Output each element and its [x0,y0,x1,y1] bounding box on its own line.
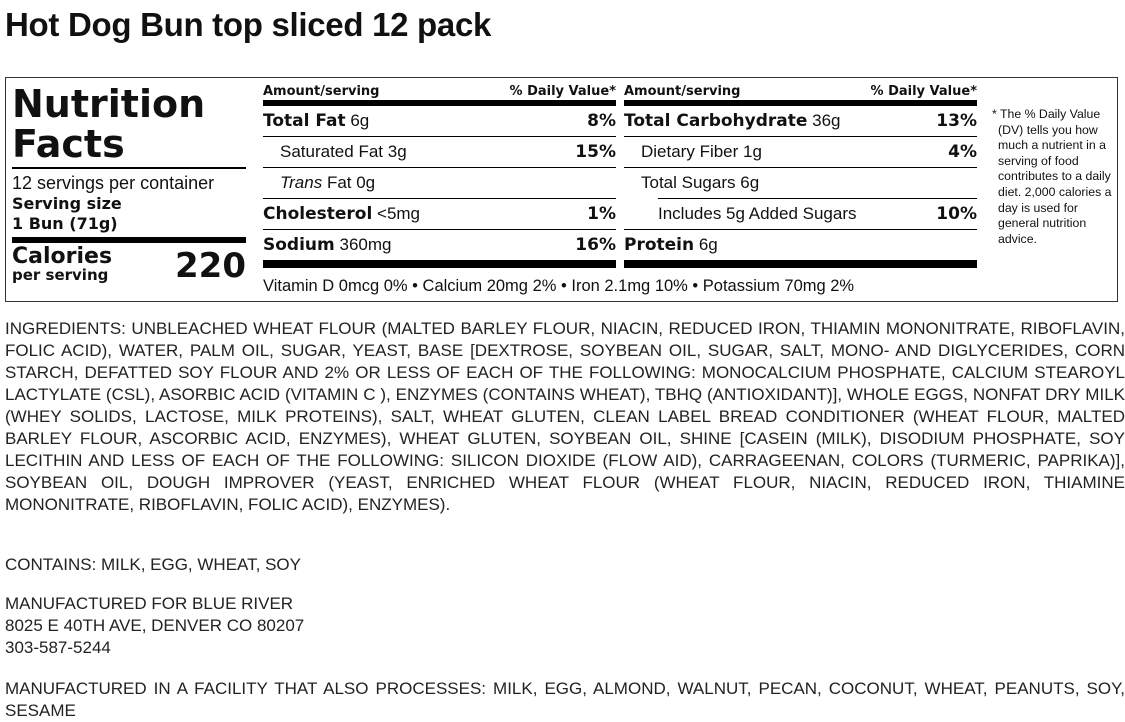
serving-size-value: 1 Bun (71g) [12,214,118,233]
nutrient-name: Includes 5g Added Sugars [658,204,857,223]
nutrient-row-dietary-fiber: Dietary Fiber 1g 4% [624,137,977,168]
nutrient-name: Dietary Fiber [641,142,739,161]
nutrition-facts-label: Nutrition Facts 12 servings per container… [5,77,1118,302]
dv-header: % Daily Value* [870,84,977,99]
manufacturer-address: 8025 E 40TH AVE, DENVER CO 80207 [5,616,305,635]
nutrient-dv: 4% [948,142,977,162]
vitamins-minerals: Vitamin D 0mcg 0% • Calcium 20mg 2% • Ir… [263,277,855,295]
divider [658,198,977,199]
amount-header: Amount/serving [263,84,380,99]
nutrient-row-total-carbohydrate: Total Carbohydrate 36g 13% [624,106,977,137]
calories-label: Calories [12,244,113,269]
nutrient-name: Protein [624,235,695,255]
nutrient-row-saturated-fat: Saturated Fat 3g 15% [263,137,616,168]
nutrient-name: Saturated Fat [280,142,384,161]
label-heading: Nutrition Facts [12,84,246,164]
daily-value-footnote: * The % Daily Value (DV) tells you how m… [992,107,1112,246]
nutrients-column-left: Amount/serving % Daily Value* Total Fat 6… [263,84,616,268]
nutrient-name: Total Fat [263,111,346,131]
nutrient-row-trans-fat: Trans Fat 0g [263,168,616,199]
allergens: CONTAINS: MILK, EGG, WHEAT, SOY [5,555,301,574]
nutrient-dv: 13% [936,111,977,131]
nutrient-row-total-sugars: Total Sugars 6g [624,168,977,198]
nutrient-name: Sodium [263,235,335,255]
nutrient-dv: 10% [936,204,977,224]
nutrient-amount: 36g [812,111,841,130]
nutrient-amount: 6g [698,235,718,254]
nutrient-amount: Fat 0g [326,173,376,192]
manufacturer-phone: 303-587-5244 [5,638,111,657]
nutrients-column-right: Amount/serving % Daily Value* Total Carbo… [624,84,977,268]
ingredients: INGREDIENTS: UNBLEACHED WHEAT FLOUR (MAL… [5,319,1125,514]
nutrient-name: Total Carbohydrate [624,111,808,131]
nutrient-amount: 1g [743,142,762,161]
column-header: Amount/serving % Daily Value* [263,84,616,106]
nutrient-name: Total Sugars [641,173,736,192]
divider [12,237,246,243]
heading-line: Nutrition [12,82,206,126]
manufacturer-name: MANUFACTURED FOR BLUE RIVER [5,594,294,613]
heading-line: Facts [12,122,125,166]
nutrient-dv: 16% [575,235,616,255]
column-header: Amount/serving % Daily Value* [624,84,977,106]
nutrient-amount: 360mg [339,235,392,254]
label-summary: Nutrition Facts 12 servings per container… [12,84,246,283]
servings-per-container: 12 servings per container [12,173,215,193]
nutrient-row-sodium: Sodium 360mg 16% [263,230,616,268]
serving-size-label: Serving size [12,194,122,213]
nutrient-amount: 6g [350,111,370,130]
calories-sublabel: per serving [12,266,109,284]
nutrient-row-cholesterol: Cholesterol <5mg 1% [263,199,616,230]
nutrient-amount: <5mg [377,204,421,223]
nutrient-name: Cholesterol [263,204,373,224]
nutrient-dv: 8% [587,111,616,131]
nutrient-row-total-fat: Total Fat 6g 8% [263,106,616,137]
nutrient-name: Trans [280,173,323,192]
calories-row: Calories per serving 220 [12,244,246,286]
nutrient-row-protein: Protein 6g [624,230,977,268]
product-title: Hot Dog Bun top sliced 12 pack [5,6,492,43]
dv-header: % Daily Value* [509,84,616,99]
manufacturer-info: MANUFACTURED FOR BLUE RIVER 8025 E 40TH … [5,593,1125,659]
calories-value: 220 [175,246,246,286]
amount-header: Amount/serving [624,84,741,99]
divider [12,167,246,169]
nutrient-amount: 3g [387,142,407,161]
facility-statement: MANUFACTURED IN A FACILITY THAT ALSO PRO… [5,679,1125,720]
nutrient-row-added-sugars: Includes 5g Added Sugars 10% [624,199,977,230]
nutrient-dv: 15% [575,142,616,162]
nutrient-dv: 1% [587,204,616,224]
nutrient-amount: 6g [740,173,760,192]
